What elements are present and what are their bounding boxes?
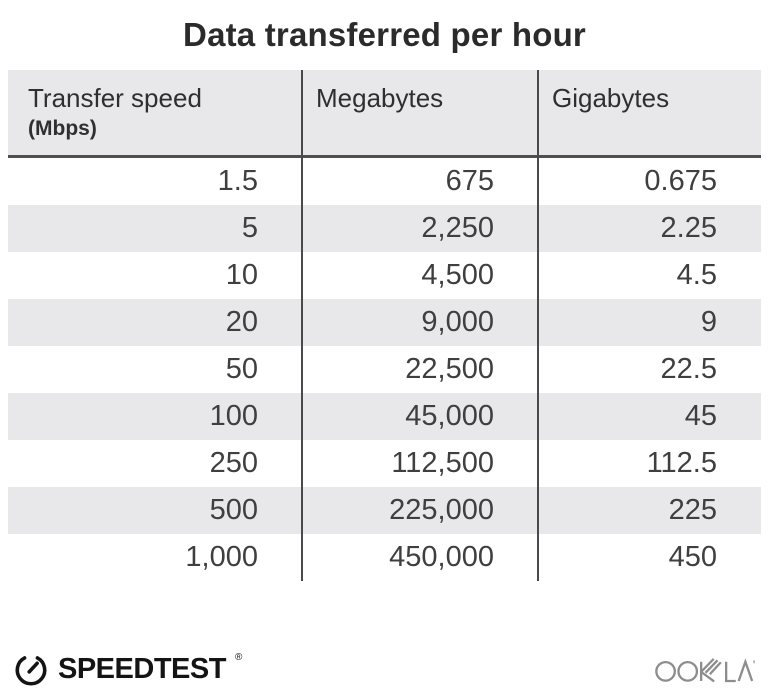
table-cell: 250 (209, 447, 258, 479)
table-row: 10 4,500 4.5 (8, 252, 761, 299)
table-row: 500 225,000 225 (8, 487, 761, 534)
table-cell: 675 (445, 165, 494, 197)
column-header-label: Transfer speed (28, 83, 202, 113)
table-cell: 0.675 (644, 165, 717, 197)
column-header-label: Gigabytes (552, 83, 670, 113)
ookla-logo (655, 652, 755, 690)
table-cell: 10 (225, 259, 258, 291)
column-header-1: Transfer speed (Mbps) (8, 70, 302, 155)
table-body: 1.5 675 0.675 5 2,250 2.25 10 4,500 4.5 20 9,000 9 5… (8, 158, 761, 581)
table-cell: 450,000 (389, 541, 494, 573)
column-header-2: Megabytes (302, 70, 538, 155)
table-cell: 4,500 (421, 259, 494, 291)
registered-trademark-symbol: ® (234, 651, 243, 663)
column-header-3: Gigabytes (538, 70, 761, 155)
table-cell: 5 (241, 212, 258, 244)
table-cell: 20 (225, 306, 258, 338)
table-header: Transfer speed (Mbps) Megabytes Gigabytes (8, 70, 761, 158)
table-cell: 1.5 (217, 165, 258, 197)
column-header-label: Megabytes (316, 83, 444, 113)
table-cell: 112.5 (646, 447, 717, 479)
table-cell: 45,000 (405, 400, 494, 432)
column-divider-2 (537, 70, 539, 581)
table-cell: 50 (225, 353, 258, 385)
table-row: 50 22,500 22.5 (8, 346, 761, 393)
table-row: 20 9,000 9 (8, 299, 761, 346)
table-row: 1.5 675 0.675 (8, 158, 761, 205)
ookla-wordmark-icon (655, 658, 755, 683)
table-cell: 225 (668, 494, 717, 526)
table-cell: 22,500 (405, 353, 494, 385)
table-row: 250 112,500 112.5 (8, 440, 761, 487)
table-row: 1,000 450,000 450 (8, 534, 761, 581)
table-cell: 22.5 (660, 353, 717, 385)
speedtest-wordmark: SPEEDTEST (58, 652, 226, 685)
table-cell: 9 (700, 306, 717, 338)
table-cell: 4.5 (676, 259, 717, 291)
table-cell: 2,250 (421, 212, 494, 244)
table-cell: 500 (209, 494, 258, 526)
column-divider-1 (301, 70, 303, 581)
table-cell: 100 (209, 400, 258, 432)
table-cell: 2.25 (660, 212, 717, 244)
speedtest-gauge-icon (12, 650, 50, 688)
table-cell: 1,000 (185, 541, 258, 573)
page-title: Data transferred per hour (183, 16, 586, 53)
table-cell: 9,000 (421, 306, 494, 338)
table-row: 100 45,000 45 (8, 393, 761, 440)
data-table: Transfer speed (Mbps) Megabytes Gigabytes 1… (8, 70, 761, 581)
speedtest-logo: SPEEDTEST ® (12, 650, 243, 688)
column-header-sublabel: (Mbps) (28, 117, 97, 140)
table-row: 5 2,250 2.25 (8, 205, 761, 252)
table-cell: 112,500 (391, 447, 494, 479)
table-cell: 45 (684, 400, 717, 432)
table-cell: 225,000 (389, 494, 494, 526)
table-cell: 450 (668, 541, 717, 573)
